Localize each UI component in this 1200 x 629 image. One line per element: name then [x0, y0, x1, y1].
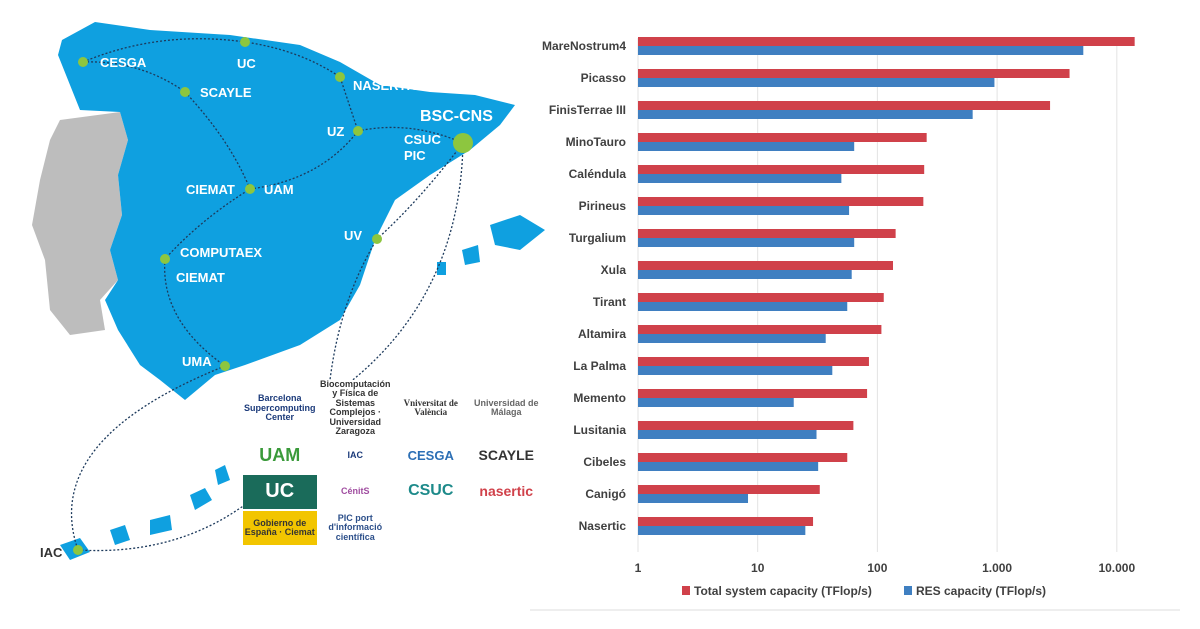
logo-cesga: CESGA: [407, 447, 454, 463]
x-tick-label: 1: [635, 561, 642, 575]
bar-res-capacity: [638, 430, 817, 439]
bar-res-capacity: [638, 174, 842, 183]
capacity-bar-chart: MareNostrum4 Picasso FinisTerrae III MinoTa…: [530, 37, 1180, 611]
node-label-scayle: SCAYLE: [200, 85, 252, 100]
node-label-iac: IAC: [40, 545, 63, 560]
category-label: Nasertic: [579, 519, 627, 533]
bar-res-capacity: [638, 206, 850, 215]
legend-swatch-res: [904, 586, 912, 595]
bar-res-capacity: [638, 334, 826, 343]
logo-bsc: Barcelona Supercomputing Center: [244, 393, 316, 423]
node-label-pic: PIC: [404, 148, 426, 163]
node-label-bsc-cns: BSC-CNS: [420, 108, 493, 125]
bar-res-capacity: [638, 270, 852, 279]
category-label: Pirineus: [579, 199, 627, 213]
category-label: Caléndula: [569, 167, 627, 181]
category-label: FinisTerrae III: [549, 103, 626, 117]
x-tick-label: 100: [867, 561, 887, 575]
bar-total-capacity: [638, 357, 869, 366]
bar-total-capacity: [638, 325, 882, 334]
category-label: Lusitania: [573, 423, 626, 437]
x-tick-label: 10: [751, 561, 765, 575]
legend-label-total: Total system capacity (TFlop/s): [694, 584, 872, 598]
bar-res-capacity: [638, 302, 848, 311]
category-label: Turgalium: [569, 231, 626, 245]
network-nodes: [73, 37, 473, 555]
bar-total-capacity: [638, 229, 896, 238]
node-label-computaex: COMPUTAEX: [180, 245, 262, 260]
bar-total-capacity: [638, 517, 814, 526]
logo-uv: Vniversitat de València: [403, 397, 458, 418]
node-label-ciemat-trujillo: CIEMAT: [176, 270, 225, 285]
category-label: Picasso: [581, 71, 626, 85]
spain-network-map: CESGA UC NASERTIC SCAYLE UZ BSC-CNS CSUC…: [32, 22, 545, 560]
node-label-cesga: CESGA: [100, 55, 147, 70]
bar-total-capacity: [638, 389, 868, 398]
node-label-uc: UC: [237, 56, 256, 71]
bar-total-capacity: [638, 485, 820, 494]
bar-total-capacity: [638, 69, 1070, 78]
partner-logos: Barcelona Supercomputing Center Biocompu…: [243, 379, 543, 545]
category-label: MareNostrum4: [542, 39, 626, 53]
bar-res-capacity: [638, 238, 855, 247]
logo-scayle: SCAYLE: [478, 447, 534, 464]
logo-uc: UC: [243, 474, 317, 509]
bar-res-capacity: [638, 494, 749, 503]
canary-islands: [60, 465, 230, 560]
category-label: La Palma: [573, 359, 626, 373]
x-tick-label: 1.000: [982, 561, 1012, 575]
category-label: Canigó: [585, 487, 626, 501]
x-tick-label: 10.000: [1098, 561, 1135, 575]
node-label-uma: UMA: [182, 354, 212, 369]
logo-csuc: CSUC: [408, 482, 454, 500]
logo-gobierno-ciemat: Gobierno de España · Ciemat: [243, 510, 317, 545]
node-label-ciemat: CIEMAT: [186, 182, 235, 197]
bar-total-capacity: [638, 101, 1051, 110]
logo-uam: UAM: [259, 445, 301, 466]
bar-res-capacity: [638, 78, 995, 87]
category-label: Xula: [601, 263, 627, 277]
logo-pic: PIC port d'informació científica: [328, 512, 383, 542]
bar-res-capacity: [638, 46, 1084, 55]
logo-bifi: Biocomputación y Física de Sistemas Comp…: [319, 379, 391, 437]
bar-total-capacity: [638, 165, 925, 174]
legend-label-res: RES capacity (TFlop/s): [916, 584, 1046, 598]
bar-res-capacity: [638, 462, 819, 471]
bar-res-capacity: [638, 366, 833, 375]
logo-uma: Universidad de Málaga: [473, 397, 539, 418]
category-label: Altamira: [578, 327, 626, 341]
bar-total-capacity: [638, 421, 854, 430]
logo-nasertic: nasertic: [479, 483, 534, 500]
category-label: MinoTauro: [566, 135, 626, 149]
category-label: Memento: [573, 391, 626, 405]
node-label-uv: UV: [344, 228, 362, 243]
logo-cenits: CénitS: [340, 486, 370, 497]
legend-swatch-total: [682, 586, 690, 595]
bar-res-capacity: [638, 526, 806, 535]
node-label-uz: UZ: [327, 124, 344, 139]
bar-total-capacity: [638, 453, 848, 462]
node-label-nasertic: NASERTIC: [353, 78, 420, 93]
logo-iac: IAC: [347, 449, 364, 460]
bar-res-capacity: [638, 110, 973, 119]
node-label-csuc: CSUC: [404, 132, 441, 147]
category-label: Tirant: [593, 295, 626, 309]
bar-total-capacity: [638, 261, 894, 270]
balearic-islands: [437, 215, 545, 275]
node-label-uam: UAM: [264, 182, 294, 197]
spain-shape: [58, 22, 515, 400]
bar-res-capacity: [638, 142, 855, 151]
category-label: Cibeles: [583, 455, 626, 469]
bar-total-capacity: [638, 293, 884, 302]
bar-total-capacity: [638, 133, 927, 142]
bar-total-capacity: [638, 197, 924, 206]
bar-res-capacity: [638, 398, 794, 407]
bar-total-capacity: [638, 37, 1135, 46]
portugal-shape: [32, 112, 128, 335]
legend: Total system capacity (TFlop/s) RES capa…: [682, 584, 1046, 598]
